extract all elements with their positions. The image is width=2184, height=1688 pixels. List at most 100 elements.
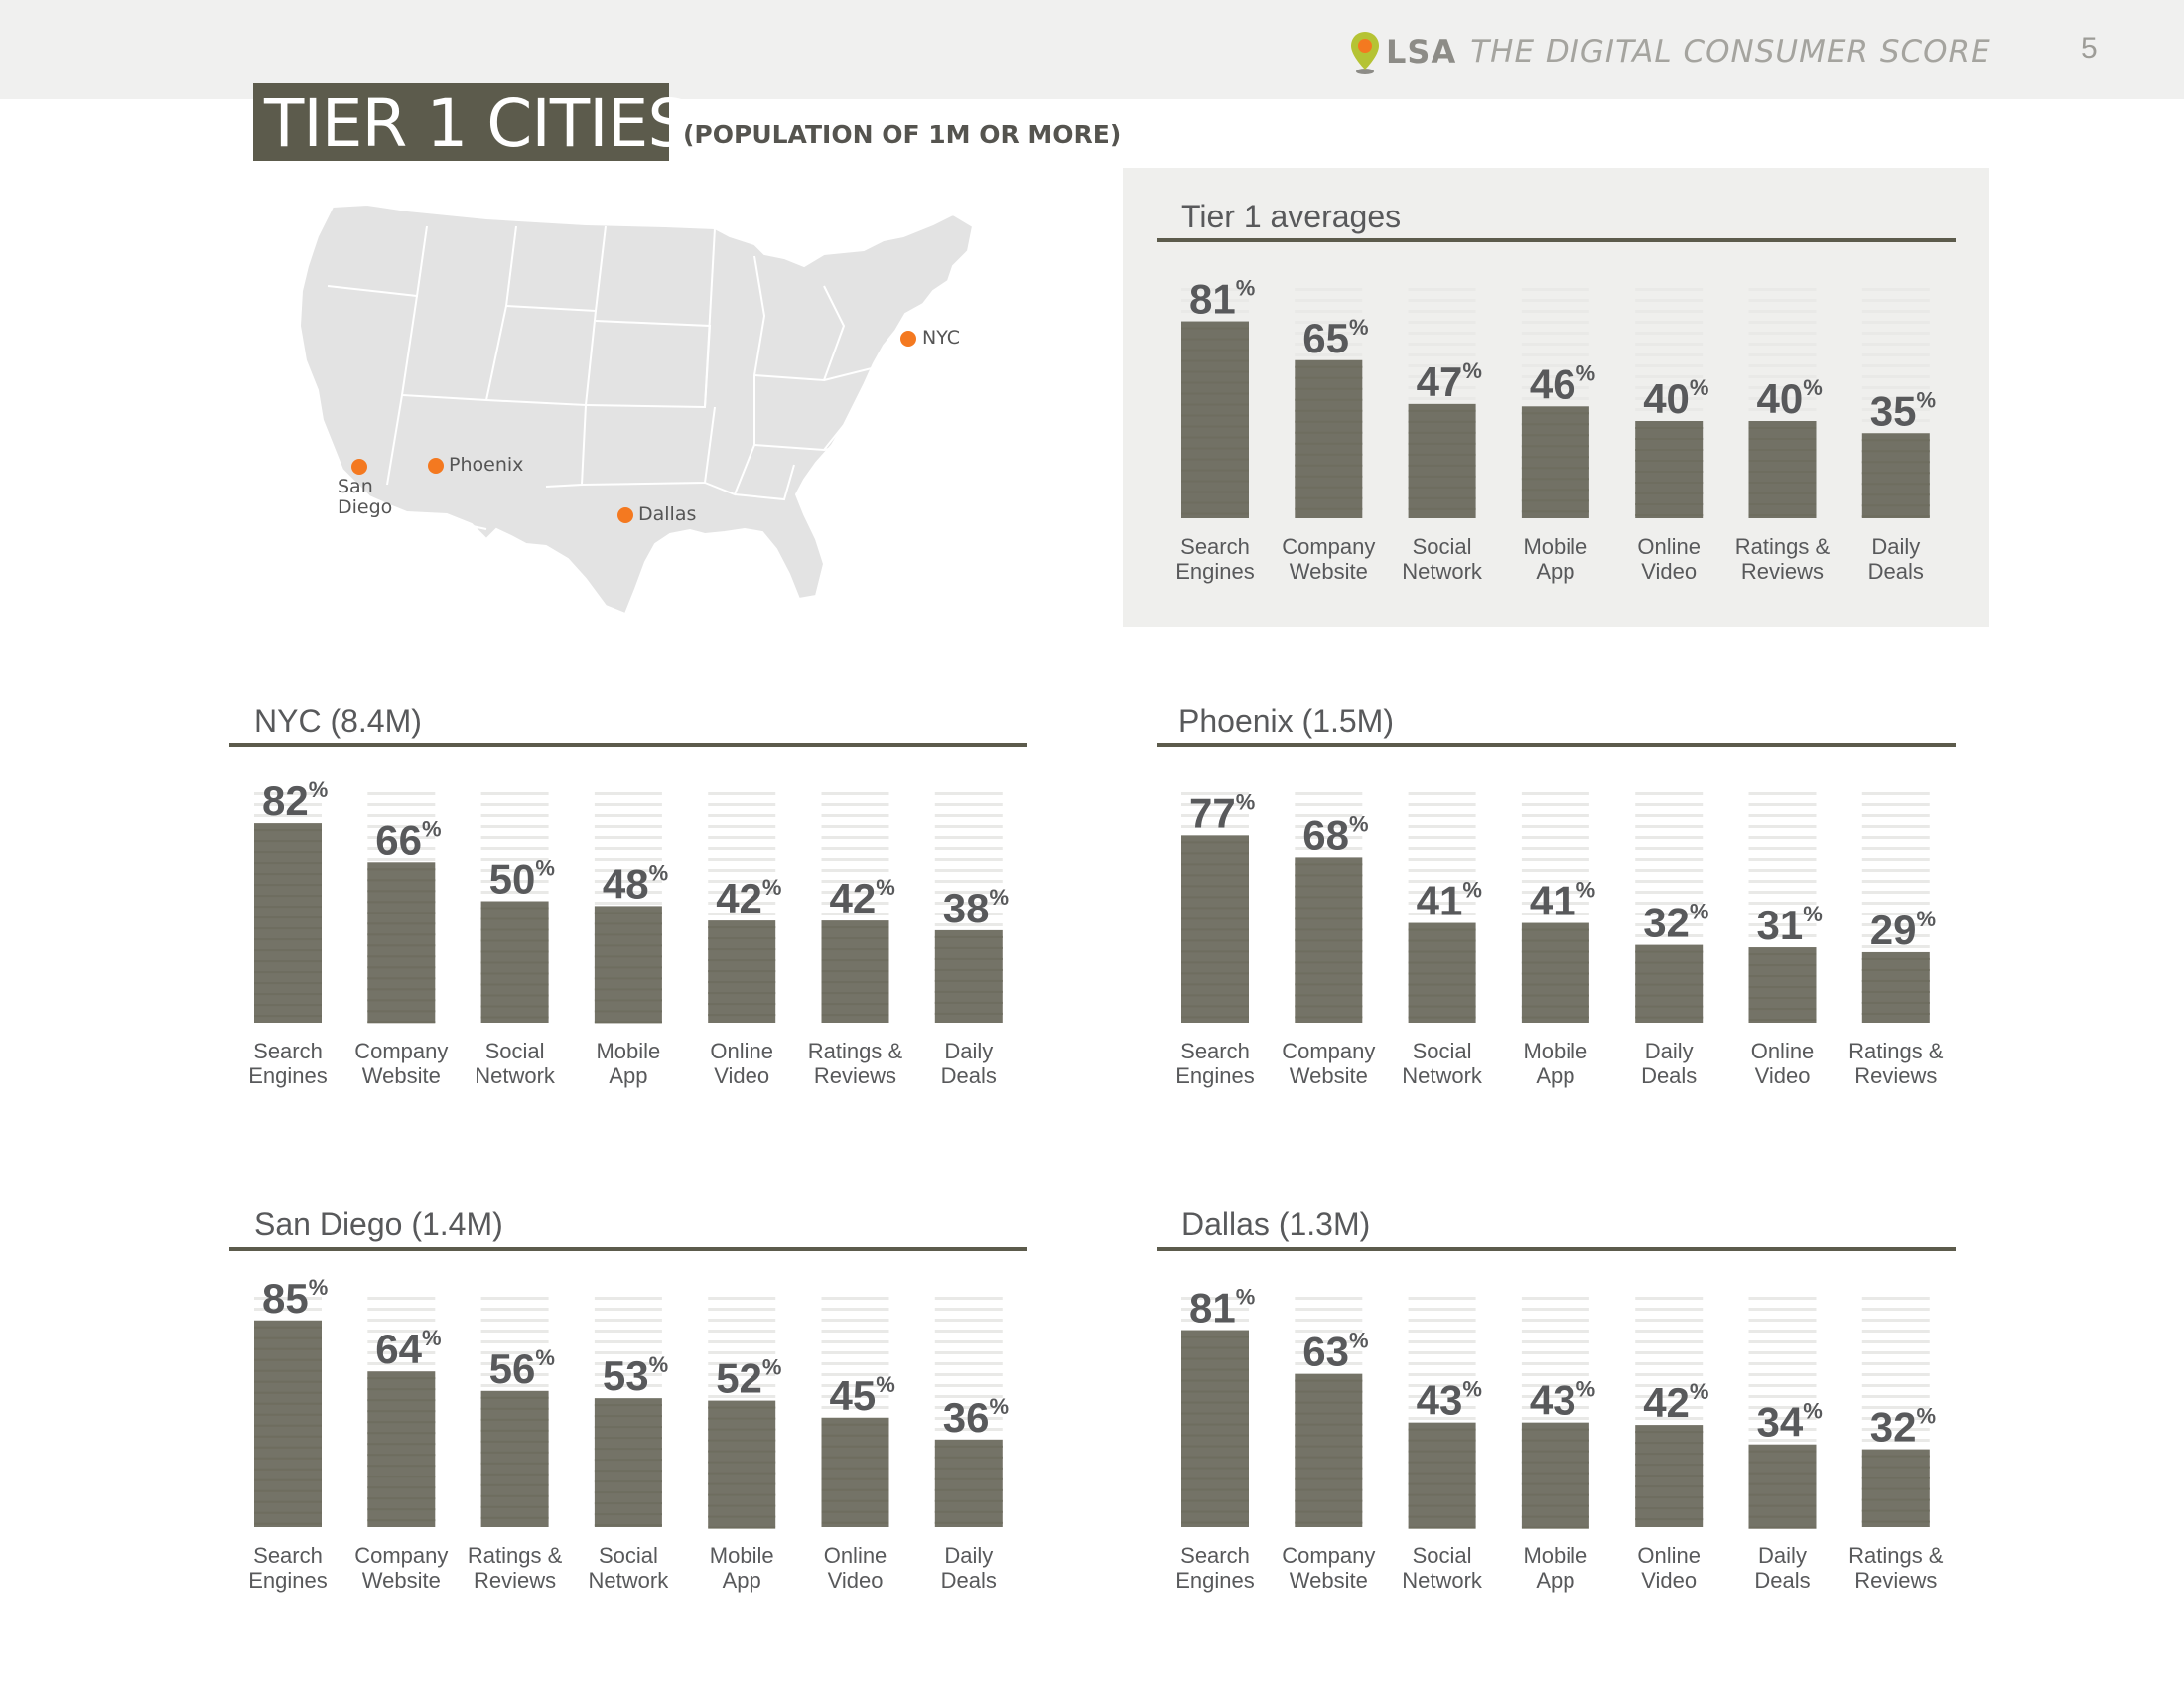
bar-track-stripe	[1295, 792, 1363, 795]
us-map: NYC San Diego Phoenix Dallas	[288, 197, 983, 624]
bar-stripe	[367, 890, 436, 893]
bar-stripe	[594, 1010, 662, 1013]
bar-track-stripe	[1748, 836, 1817, 839]
bar-track-stripe	[1521, 1373, 1589, 1376]
category-label: Online	[1751, 1039, 1815, 1063]
category-label: Company	[354, 1039, 448, 1063]
bar-stripe	[480, 983, 549, 986]
bar-stripe	[1521, 1472, 1589, 1475]
map-label-san-diego: San Diego	[338, 477, 392, 518]
bar	[254, 1320, 322, 1527]
bar-track-stripe	[708, 891, 776, 894]
bar-track-stripe	[1408, 1406, 1476, 1409]
bar-track-stripe	[1408, 386, 1476, 389]
data-label-unit: %	[1349, 1329, 1369, 1353]
bar-track-stripe	[708, 792, 776, 795]
bar-stripe	[1181, 349, 1249, 352]
bar-track-stripe	[821, 814, 889, 817]
bar-stripe	[1295, 1445, 1363, 1448]
bar-stripe	[1748, 997, 1817, 1000]
category-label: Website	[1290, 1568, 1368, 1593]
bar-track-stripe	[1861, 891, 1930, 894]
chart-title: Tier 1 averages	[1181, 199, 1402, 234]
bar-stripe	[1635, 438, 1704, 440]
bar-track-stripe	[1748, 1428, 1817, 1431]
bar-track-stripe	[1521, 386, 1589, 389]
bar-stripe	[1181, 841, 1249, 844]
bar-stripe	[1861, 493, 1930, 496]
bar-track-stripe	[1861, 902, 1930, 905]
bar-track-stripe	[1521, 1308, 1589, 1311]
bar-stripe	[254, 1326, 322, 1329]
city-markers	[351, 331, 916, 523]
category-label: Video	[1641, 559, 1697, 584]
category-label: Online	[1637, 1543, 1701, 1568]
bar-stripe	[254, 862, 322, 865]
bar-stripe	[821, 1510, 889, 1513]
bar-stripe	[1181, 501, 1249, 504]
bar-track-stripe	[1521, 902, 1589, 905]
bar-stripe	[594, 1524, 662, 1527]
data-label: 50%	[489, 856, 555, 903]
bar-stripe	[1408, 1515, 1476, 1518]
data-label-unit: %	[1576, 878, 1596, 903]
bar-track-stripe	[821, 1330, 889, 1333]
bar-track-stripe	[594, 1373, 662, 1376]
bar-track-stripe	[1408, 803, 1476, 806]
bar-stripe	[1408, 972, 1476, 975]
bar-track-stripe	[1861, 869, 1930, 872]
bar-track-stripe	[1861, 1319, 1930, 1322]
bar-track-stripe	[1861, 945, 1930, 948]
bar-stripe	[1635, 983, 1704, 986]
bar-stripe	[934, 1467, 1003, 1470]
bar-track-stripe	[1861, 1330, 1930, 1333]
bar-stripe	[480, 1451, 549, 1454]
bar-stripe	[367, 1399, 436, 1402]
bar-stripe	[1635, 427, 1704, 429]
bar-stripe	[254, 829, 322, 832]
bar-track-stripe	[708, 814, 776, 817]
bar-group: 56%Ratings &Reviews	[468, 1297, 563, 1593]
bar	[934, 929, 1003, 1023]
data-label-unit: %	[535, 1345, 555, 1370]
bar-track-stripe	[1748, 343, 1817, 346]
data-label-unit: %	[1349, 315, 1369, 340]
category-label: Engines	[248, 1063, 328, 1088]
bar-stripe	[1748, 1482, 1817, 1485]
data-label-unit: %	[876, 1372, 895, 1397]
bar-track-stripe	[1861, 880, 1930, 883]
bar-track-stripe	[1748, 1406, 1817, 1409]
bar-stripe	[480, 1396, 549, 1399]
bar-stripe	[1408, 1005, 1476, 1008]
bar-track-stripe	[708, 836, 776, 839]
bar-track-stripe	[1181, 803, 1249, 806]
bar-track-stripe	[1635, 869, 1704, 872]
category-label: Deals	[941, 1063, 997, 1088]
data-label: 77%	[1189, 789, 1255, 836]
data-label-unit: %	[1803, 375, 1823, 400]
category-label: Video	[714, 1063, 769, 1088]
data-label: 45%	[830, 1372, 895, 1419]
bar-track-stripe	[594, 1308, 662, 1311]
bar-track-stripe	[1748, 288, 1817, 291]
bar-track-stripe	[1521, 913, 1589, 915]
bar-stripe	[1181, 1434, 1249, 1437]
bar-stripe	[1748, 975, 1817, 978]
bar-stripe	[1635, 1496, 1704, 1499]
bar-stripe	[254, 1413, 322, 1416]
bar-track-stripe	[1295, 814, 1363, 817]
bar-stripe	[1521, 412, 1589, 415]
bar-stripe	[1748, 438, 1817, 440]
bar-track-stripe	[1635, 847, 1704, 850]
bar-track-stripe	[708, 1330, 776, 1333]
bar-track-stripe	[1181, 288, 1249, 291]
bar-track-stripe	[1748, 902, 1817, 905]
bar-track-stripe	[1408, 1308, 1476, 1311]
bar-track-stripe	[367, 792, 436, 795]
category-label: Mobile	[1523, 534, 1587, 559]
